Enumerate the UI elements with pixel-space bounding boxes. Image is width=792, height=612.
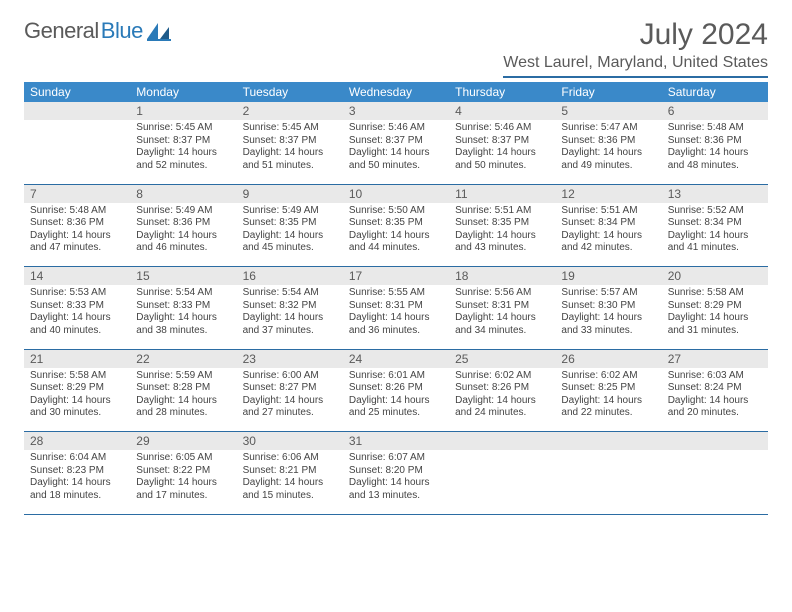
brand-logo: General Blue bbox=[24, 18, 171, 44]
day-number-cell: 16 bbox=[237, 267, 343, 286]
day-number-cell: 6 bbox=[662, 102, 768, 120]
day-number-cell: 11 bbox=[449, 184, 555, 203]
calendar-body: 123456Sunrise: 5:45 AMSunset: 8:37 PMDay… bbox=[24, 102, 768, 514]
day-info-cell: Sunrise: 6:07 AMSunset: 8:20 PMDaylight:… bbox=[343, 450, 449, 514]
day-info-cell: Sunrise: 6:05 AMSunset: 8:22 PMDaylight:… bbox=[130, 450, 236, 514]
day-number-cell: 30 bbox=[237, 432, 343, 451]
day-info-row: Sunrise: 5:45 AMSunset: 8:37 PMDaylight:… bbox=[24, 120, 768, 184]
day-number-cell: 15 bbox=[130, 267, 236, 286]
day-number-cell: 12 bbox=[555, 184, 661, 203]
day-info-cell: Sunrise: 5:45 AMSunset: 8:37 PMDaylight:… bbox=[237, 120, 343, 184]
day-number-cell: 26 bbox=[555, 349, 661, 368]
day-info-row: Sunrise: 5:58 AMSunset: 8:29 PMDaylight:… bbox=[24, 368, 768, 432]
weekday-header: Sunday bbox=[24, 82, 130, 102]
calendar-head: SundayMondayTuesdayWednesdayThursdayFrid… bbox=[24, 82, 768, 102]
day-info-cell: Sunrise: 5:54 AMSunset: 8:32 PMDaylight:… bbox=[237, 285, 343, 349]
day-info-row: Sunrise: 5:48 AMSunset: 8:36 PMDaylight:… bbox=[24, 203, 768, 267]
day-number-cell: 14 bbox=[24, 267, 130, 286]
day-info-cell bbox=[24, 120, 130, 184]
day-info-cell: Sunrise: 5:46 AMSunset: 8:37 PMDaylight:… bbox=[449, 120, 555, 184]
page-header: General Blue July 2024 West Laurel, Mary… bbox=[0, 0, 792, 82]
day-number-cell: 4 bbox=[449, 102, 555, 120]
day-info-cell: Sunrise: 5:49 AMSunset: 8:36 PMDaylight:… bbox=[130, 203, 236, 267]
weekday-header: Friday bbox=[555, 82, 661, 102]
brand-sail-icon bbox=[147, 23, 171, 41]
day-number-cell: 7 bbox=[24, 184, 130, 203]
day-number-cell: 27 bbox=[662, 349, 768, 368]
location: West Laurel, Maryland, United States bbox=[503, 54, 768, 78]
day-number-cell: 9 bbox=[237, 184, 343, 203]
day-info-cell: Sunrise: 5:56 AMSunset: 8:31 PMDaylight:… bbox=[449, 285, 555, 349]
day-info-cell: Sunrise: 5:58 AMSunset: 8:29 PMDaylight:… bbox=[662, 285, 768, 349]
day-info-cell: Sunrise: 6:01 AMSunset: 8:26 PMDaylight:… bbox=[343, 368, 449, 432]
day-number-cell: 18 bbox=[449, 267, 555, 286]
day-info-cell: Sunrise: 6:02 AMSunset: 8:26 PMDaylight:… bbox=[449, 368, 555, 432]
day-number-row: 78910111213 bbox=[24, 184, 768, 203]
day-number-row: 21222324252627 bbox=[24, 349, 768, 368]
day-number-cell: 17 bbox=[343, 267, 449, 286]
month-year: July 2024 bbox=[503, 18, 768, 52]
day-info-row: Sunrise: 5:53 AMSunset: 8:33 PMDaylight:… bbox=[24, 285, 768, 349]
day-info-cell: Sunrise: 5:45 AMSunset: 8:37 PMDaylight:… bbox=[130, 120, 236, 184]
title-block: July 2024 West Laurel, Maryland, United … bbox=[503, 18, 768, 78]
day-info-cell: Sunrise: 5:48 AMSunset: 8:36 PMDaylight:… bbox=[24, 203, 130, 267]
day-number-cell bbox=[555, 432, 661, 451]
day-info-row: Sunrise: 6:04 AMSunset: 8:23 PMDaylight:… bbox=[24, 450, 768, 514]
day-number-cell: 31 bbox=[343, 432, 449, 451]
day-info-cell: Sunrise: 6:00 AMSunset: 8:27 PMDaylight:… bbox=[237, 368, 343, 432]
brand-text-general: General bbox=[24, 18, 99, 44]
weekday-row: SundayMondayTuesdayWednesdayThursdayFrid… bbox=[24, 82, 768, 102]
day-number-cell: 5 bbox=[555, 102, 661, 120]
day-info-cell: Sunrise: 6:06 AMSunset: 8:21 PMDaylight:… bbox=[237, 450, 343, 514]
weekday-header: Saturday bbox=[662, 82, 768, 102]
day-number-row: 14151617181920 bbox=[24, 267, 768, 286]
day-number-cell: 29 bbox=[130, 432, 236, 451]
day-number-cell: 23 bbox=[237, 349, 343, 368]
day-number-row: 28293031 bbox=[24, 432, 768, 451]
day-number-cell: 28 bbox=[24, 432, 130, 451]
day-number-cell: 25 bbox=[449, 349, 555, 368]
day-number-row: 123456 bbox=[24, 102, 768, 120]
day-info-cell: Sunrise: 6:04 AMSunset: 8:23 PMDaylight:… bbox=[24, 450, 130, 514]
day-number-cell bbox=[662, 432, 768, 451]
day-number-cell: 21 bbox=[24, 349, 130, 368]
day-info-cell: Sunrise: 5:52 AMSunset: 8:34 PMDaylight:… bbox=[662, 203, 768, 267]
day-number-cell: 19 bbox=[555, 267, 661, 286]
day-number-cell bbox=[24, 102, 130, 120]
day-info-cell: Sunrise: 5:58 AMSunset: 8:29 PMDaylight:… bbox=[24, 368, 130, 432]
day-info-cell: Sunrise: 5:51 AMSunset: 8:35 PMDaylight:… bbox=[449, 203, 555, 267]
brand-text-blue: Blue bbox=[101, 18, 143, 44]
day-info-cell bbox=[662, 450, 768, 514]
day-number-cell: 24 bbox=[343, 349, 449, 368]
day-number-cell: 2 bbox=[237, 102, 343, 120]
day-info-cell: Sunrise: 5:57 AMSunset: 8:30 PMDaylight:… bbox=[555, 285, 661, 349]
day-number-cell: 8 bbox=[130, 184, 236, 203]
day-info-cell bbox=[449, 450, 555, 514]
day-info-cell: Sunrise: 5:59 AMSunset: 8:28 PMDaylight:… bbox=[130, 368, 236, 432]
day-number-cell bbox=[449, 432, 555, 451]
day-number-cell: 20 bbox=[662, 267, 768, 286]
weekday-header: Wednesday bbox=[343, 82, 449, 102]
day-info-cell: Sunrise: 5:51 AMSunset: 8:34 PMDaylight:… bbox=[555, 203, 661, 267]
day-number-cell: 22 bbox=[130, 349, 236, 368]
day-info-cell: Sunrise: 5:55 AMSunset: 8:31 PMDaylight:… bbox=[343, 285, 449, 349]
day-info-cell: Sunrise: 5:48 AMSunset: 8:36 PMDaylight:… bbox=[662, 120, 768, 184]
day-info-cell: Sunrise: 5:50 AMSunset: 8:35 PMDaylight:… bbox=[343, 203, 449, 267]
weekday-header: Monday bbox=[130, 82, 236, 102]
day-info-cell: Sunrise: 5:54 AMSunset: 8:33 PMDaylight:… bbox=[130, 285, 236, 349]
day-info-cell: Sunrise: 6:02 AMSunset: 8:25 PMDaylight:… bbox=[555, 368, 661, 432]
day-number-cell: 3 bbox=[343, 102, 449, 120]
day-number-cell: 13 bbox=[662, 184, 768, 203]
weekday-header: Tuesday bbox=[237, 82, 343, 102]
day-info-cell: Sunrise: 5:49 AMSunset: 8:35 PMDaylight:… bbox=[237, 203, 343, 267]
day-info-cell: Sunrise: 5:46 AMSunset: 8:37 PMDaylight:… bbox=[343, 120, 449, 184]
calendar-table: SundayMondayTuesdayWednesdayThursdayFrid… bbox=[24, 82, 768, 515]
day-number-cell: 1 bbox=[130, 102, 236, 120]
weekday-header: Thursday bbox=[449, 82, 555, 102]
day-number-cell: 10 bbox=[343, 184, 449, 203]
day-info-cell bbox=[555, 450, 661, 514]
day-info-cell: Sunrise: 5:53 AMSunset: 8:33 PMDaylight:… bbox=[24, 285, 130, 349]
day-info-cell: Sunrise: 6:03 AMSunset: 8:24 PMDaylight:… bbox=[662, 368, 768, 432]
day-info-cell: Sunrise: 5:47 AMSunset: 8:36 PMDaylight:… bbox=[555, 120, 661, 184]
